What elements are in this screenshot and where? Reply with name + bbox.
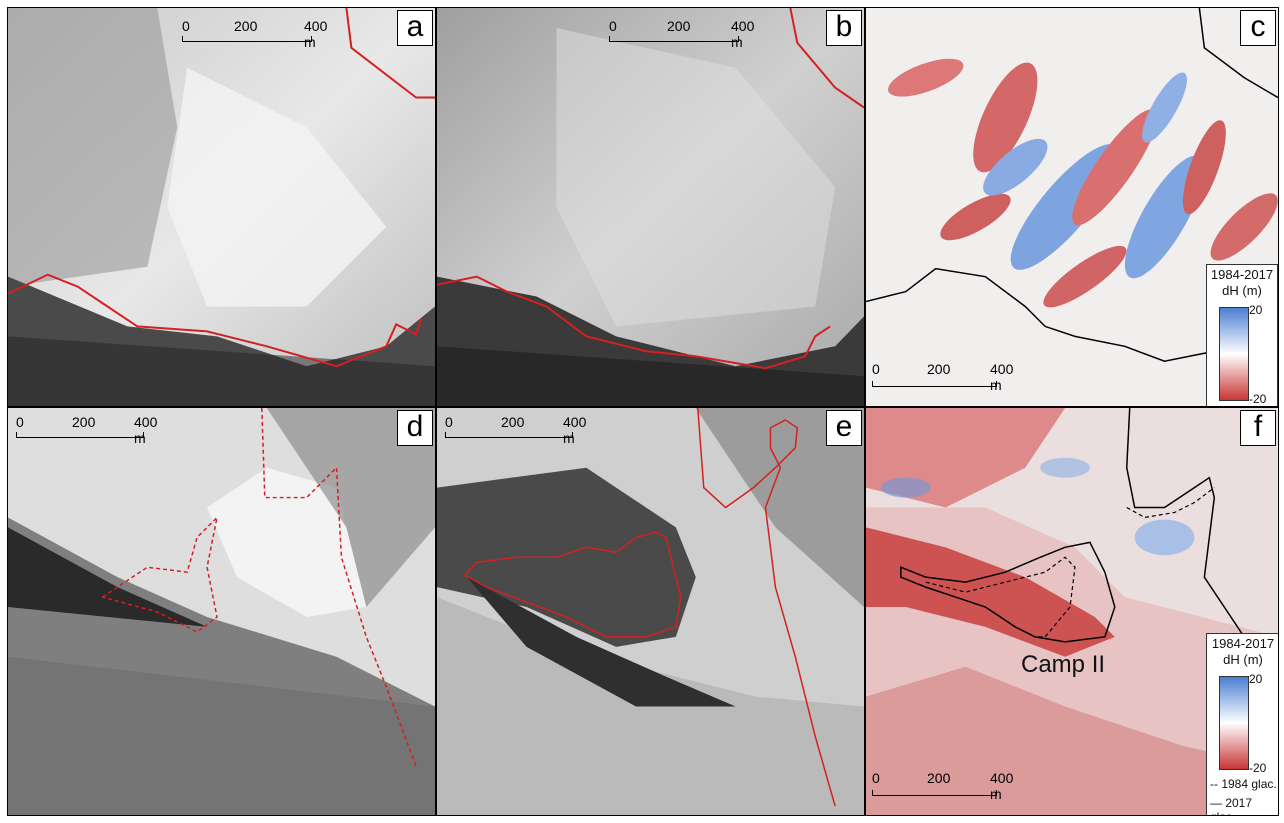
scale-tick-200: 200 [234,18,258,34]
scale-tick-400: 400 m [990,770,1014,802]
scale-tick-200: 200 [501,414,525,430]
panel-label-d: d [397,410,433,446]
camp-ii-label: Camp II [1021,651,1106,678]
panel-label-e: e [826,410,862,446]
scale-tick-0: 0 [872,770,880,786]
scale-line [16,432,144,438]
legend-min: -20 [1249,392,1267,406]
legend-min: -20 [1249,761,1267,775]
scale-tick-200: 200 [927,770,951,786]
legend-unit: dH (m) [1223,652,1263,667]
legend-years: 1984-2017 [1211,636,1275,651]
elevation-change-map-f [866,408,1278,815]
scale-tick-400: 400 m [990,361,1014,393]
scale-tick-200: 200 [667,18,691,34]
aerial-image-d [8,408,435,815]
scale-tick-0: 0 [872,361,880,377]
scale-tick-400: 400 m [563,414,587,446]
scale-tick-400: 400 m [304,18,328,50]
panel-f: Camp II 0 200 400 m f 1984-2017 dH (m) 2… [865,407,1279,816]
panel-a: 0 200 400 m a [7,7,436,407]
scale-line [872,381,997,387]
legend-colorbar [1219,307,1249,401]
legend-2017-glacier: — 2017 glac. [1210,796,1253,815]
scale-line [872,790,997,796]
panel-c: 0 200 400 m c 1984-2017 dH (m) 20 -20 [865,7,1279,407]
panel-d: 0 200 400 m d [7,407,436,816]
scale-tick-200: 200 [927,361,951,377]
panel-e: 0 200 400 m e [436,407,865,816]
scale-line [445,432,573,438]
legend-years: 1984-2017 [1210,267,1274,282]
panel-label-a: a [397,10,433,46]
panel-b: 0 200 400 m b [436,7,865,407]
scale-line [609,36,739,42]
scale-tick-0: 0 [16,414,24,430]
panel-label-f: f [1240,410,1276,446]
aerial-image-a [8,8,435,406]
panel-label-b: b [826,10,862,46]
dh-legend-c: 1984-2017 dH (m) 20 -20 [1206,264,1278,406]
scale-tick-0: 0 [445,414,453,430]
scale-tick-0: 0 [182,18,190,34]
scale-tick-400: 400 m [134,414,158,446]
panel-label-c: c [1240,10,1276,46]
aerial-image-e [437,408,864,815]
legend-1984-glacier: -- 1984 glac. [1210,777,1277,791]
legend-max: 20 [1249,672,1263,686]
aerial-image-b [437,8,864,406]
scale-line [182,36,312,42]
dh-legend-f: 1984-2017 dH (m) 20 -20 -- 1984 glac. — … [1206,633,1278,815]
legend-max: 20 [1249,303,1263,317]
scale-tick-400: 400 m [731,18,755,50]
scale-tick-200: 200 [72,414,96,430]
scale-tick-0: 0 [609,18,617,34]
legend-unit: dH (m) [1222,283,1262,298]
legend-colorbar [1219,676,1249,770]
